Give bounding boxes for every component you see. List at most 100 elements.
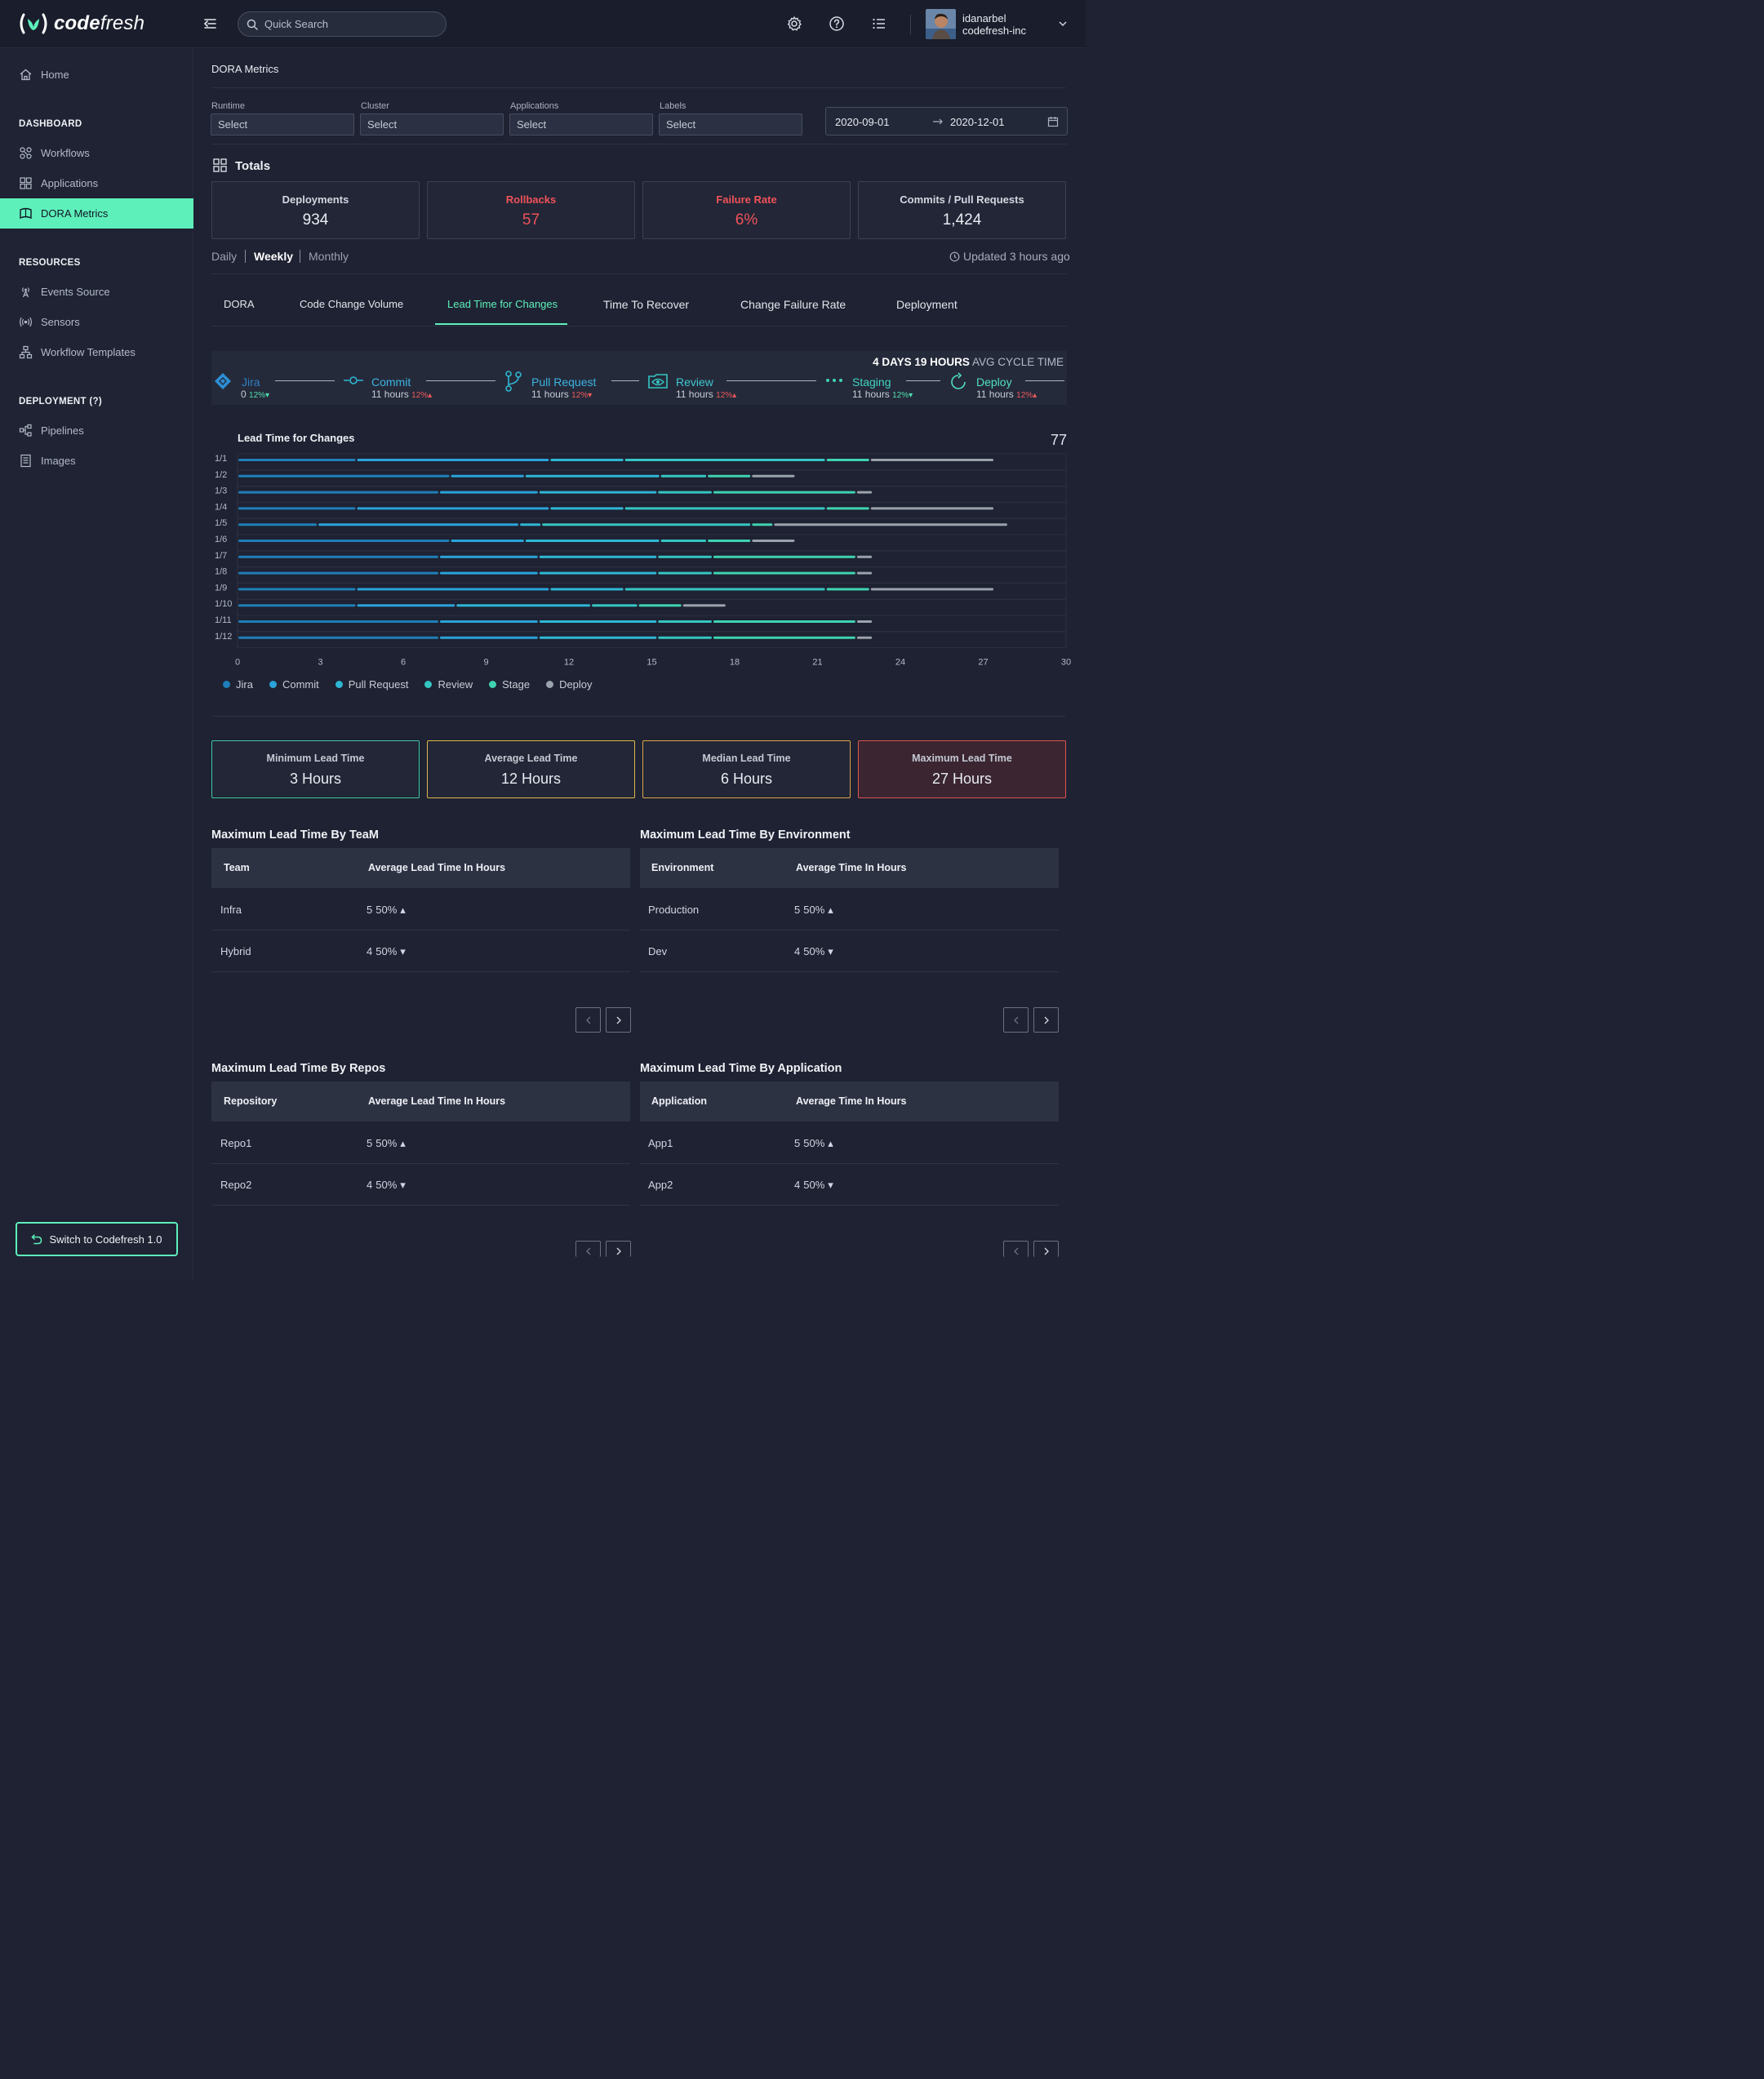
chevron-right-icon bbox=[616, 1016, 621, 1024]
user-info[interactable]: idanarbel codefresh-inc bbox=[962, 12, 1026, 37]
stage-name-review: Review bbox=[676, 375, 713, 389]
chevron-right-icon bbox=[616, 1247, 621, 1255]
stage-time-jira: 0 12%▾ bbox=[241, 389, 270, 400]
tab-lead-time-for-changes[interactable]: Lead Time for Changes bbox=[447, 298, 558, 310]
chart-total: 77 bbox=[1051, 432, 1068, 448]
next-page-button[interactable] bbox=[606, 1241, 631, 1257]
switch-to-codefresh-1-button[interactable]: Switch to Codefresh 1.0 bbox=[16, 1222, 178, 1256]
table-row[interactable]: App2 4 50% ▾ bbox=[640, 1164, 1059, 1206]
sidebar-item-images[interactable]: Images bbox=[0, 446, 193, 476]
filter-select-applications[interactable]: Select bbox=[509, 113, 653, 135]
filter-select-runtime[interactable]: Select bbox=[211, 113, 354, 135]
chart-bar-segment bbox=[542, 523, 751, 526]
filter-label-runtime: Runtime bbox=[211, 101, 245, 111]
date-range-picker[interactable]: 2020-09-01 2020-12-01 bbox=[825, 107, 1068, 135]
period-daily[interactable]: Daily bbox=[211, 250, 238, 263]
chart-bar-segment bbox=[318, 523, 519, 526]
chart-bar-segment bbox=[708, 540, 751, 542]
y-tick-label: 1/3 bbox=[215, 486, 227, 496]
search-input[interactable] bbox=[264, 18, 428, 30]
tab-code-change-volume[interactable]: Code Change Volume bbox=[300, 298, 404, 310]
sidebar-item-home[interactable]: Home bbox=[0, 60, 193, 90]
lead-time-value: 12 Hours bbox=[500, 771, 562, 787]
top-bar: codefresh idanarbel cod bbox=[0, 0, 1086, 48]
divider bbox=[211, 87, 1065, 88]
codefresh-logo[interactable]: codefresh bbox=[18, 11, 144, 36]
next-page-button[interactable] bbox=[1033, 1241, 1059, 1257]
table-row[interactable]: Dev 4 50% ▾ bbox=[640, 931, 1059, 972]
settings-gear-icon[interactable] bbox=[786, 16, 802, 32]
period-weekly[interactable]: Weekly bbox=[254, 250, 293, 263]
pipeline-stages-panel: 4 DAYS 19 HOURS AVG CYCLE TIME Jira 0 12… bbox=[211, 351, 1067, 405]
table-row[interactable]: Hybrid 4 50% ▾ bbox=[211, 931, 630, 972]
chevron-down-icon[interactable] bbox=[1058, 20, 1068, 28]
sidebar-item-applications[interactable]: Applications bbox=[0, 168, 193, 198]
sidebar-item-workflows[interactable]: Workflows bbox=[0, 138, 193, 168]
avg-cycle-time: 4 DAYS 19 HOURS AVG CYCLE TIME bbox=[873, 356, 1064, 368]
table-row[interactable]: Infra 5 50% ▴ bbox=[211, 889, 630, 931]
tab-change-failure-rate[interactable]: Change Failure Rate bbox=[740, 298, 846, 311]
next-page-button[interactable] bbox=[606, 1007, 631, 1033]
chart-row-band bbox=[237, 518, 1067, 535]
search-icon bbox=[247, 19, 258, 30]
deploy-refresh-icon bbox=[951, 372, 966, 389]
table-row[interactable]: App1 5 50% ▴ bbox=[640, 1122, 1059, 1164]
stage-name-jira: Jira bbox=[242, 375, 260, 389]
chevron-left-icon bbox=[1013, 1247, 1018, 1255]
help-icon[interactable] bbox=[829, 16, 845, 32]
sidebar-item-workflow-templates[interactable]: Workflow Templates bbox=[0, 337, 193, 367]
chevron-right-icon bbox=[1044, 1016, 1049, 1024]
table-row[interactable]: Production 5 50% ▴ bbox=[640, 889, 1059, 931]
tab-deployment[interactable]: Deployment bbox=[896, 298, 958, 311]
user-avatar[interactable] bbox=[926, 9, 956, 39]
max-lead-time-card: Maximum Lead Time 27 Hours bbox=[858, 740, 1066, 798]
prev-page-button[interactable] bbox=[575, 1241, 601, 1257]
legend-item: Deploy bbox=[546, 678, 593, 691]
y-tick-label: 1/2 bbox=[215, 470, 227, 480]
period-monthly[interactable]: Monthly bbox=[309, 250, 349, 263]
chart-bar-segment bbox=[238, 571, 438, 575]
stage-time-commit: 11 hours 12%▴ bbox=[371, 389, 433, 400]
stage-connector bbox=[426, 380, 495, 381]
column-header: Average Time In Hours bbox=[796, 862, 907, 873]
prev-page-button[interactable] bbox=[1003, 1007, 1029, 1033]
totals-title: Totals bbox=[235, 159, 271, 173]
total-value: 57 bbox=[522, 211, 540, 229]
legend-dot bbox=[223, 681, 230, 688]
sidebar-item-label: Home bbox=[41, 69, 69, 81]
prev-page-button[interactable] bbox=[1003, 1241, 1029, 1257]
chart-bar-segment bbox=[658, 620, 712, 623]
sidebar-item-sensors[interactable]: Sensors bbox=[0, 307, 193, 337]
tab-time-to-recover[interactable]: Time To Recover bbox=[603, 298, 690, 311]
next-page-button[interactable] bbox=[1033, 1007, 1059, 1033]
sidebar-item-dora-metrics[interactable]: DORA Metrics bbox=[0, 198, 193, 229]
chart-row-band bbox=[237, 566, 1067, 584]
table-title-environment: Maximum Lead Time By Environment bbox=[640, 828, 851, 842]
page-title: DORA Metrics bbox=[211, 63, 279, 75]
chart-bar-segment bbox=[660, 540, 707, 542]
legend-item: Stage bbox=[489, 678, 530, 691]
table-row[interactable]: Repo1 5 50% ▴ bbox=[211, 1122, 630, 1164]
sidebar-item-events-source[interactable]: Events Source bbox=[0, 277, 193, 307]
legend-item: Commit bbox=[269, 678, 319, 691]
filter-select-labels[interactable]: Select bbox=[659, 113, 802, 135]
chart-bar-segment bbox=[439, 491, 538, 494]
filter-select-cluster[interactable]: Select bbox=[360, 113, 504, 135]
table-header-environment: Environment Average Time In Hours bbox=[640, 848, 1059, 888]
sidebar-item-pipelines[interactable]: Pipelines bbox=[0, 415, 193, 446]
prev-page-button[interactable] bbox=[575, 1007, 601, 1033]
chart-bar-segment bbox=[624, 459, 825, 461]
header-divider bbox=[910, 15, 911, 34]
chart-bar-segment bbox=[713, 491, 855, 494]
undo-arrow-icon bbox=[31, 1234, 42, 1245]
user-name: idanarbel bbox=[962, 12, 1006, 24]
collapse-sidebar-icon[interactable] bbox=[202, 16, 218, 32]
list-icon[interactable] bbox=[871, 16, 887, 32]
column-header: Environment bbox=[651, 862, 714, 873]
tab-dora[interactable]: DORA bbox=[224, 298, 255, 310]
total-card-commits: Commits / Pull Requests 1,424 bbox=[858, 181, 1066, 239]
chart-bar-segment bbox=[238, 588, 356, 591]
quick-search[interactable] bbox=[238, 11, 447, 37]
table-row[interactable]: Repo2 4 50% ▾ bbox=[211, 1164, 630, 1206]
chart-bar-segment bbox=[238, 636, 438, 639]
